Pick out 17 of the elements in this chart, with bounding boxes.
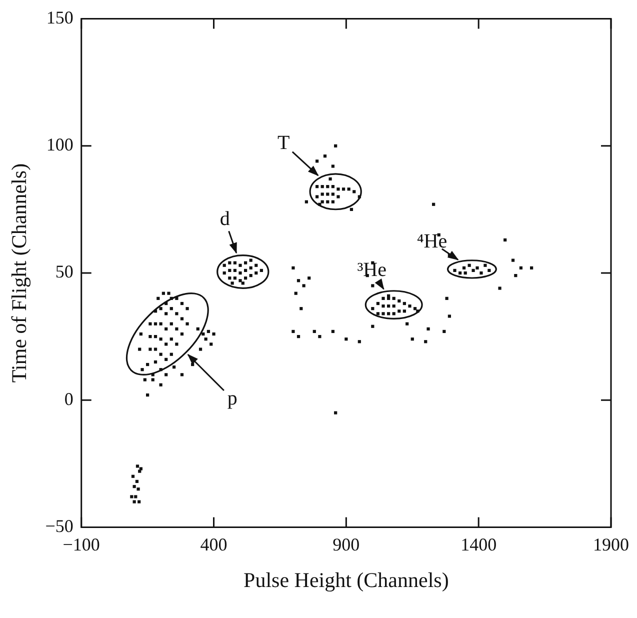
annotation: d <box>220 208 230 230</box>
annotation: T <box>277 132 290 154</box>
x-tick-label: −100 <box>62 534 100 555</box>
x-axis-title: Pulse Height (Channels) <box>244 568 449 592</box>
annotation: ⁴He <box>416 230 448 252</box>
y-axis-title: Time of Flight (Channels) <box>7 163 32 383</box>
y-tick-label: 0 <box>64 388 74 409</box>
x-tick-label: 1400 <box>460 534 497 555</box>
annotation: ³He <box>357 259 387 282</box>
x-tick-label: 1900 <box>593 534 629 555</box>
y-tick-label: 150 <box>46 8 74 28</box>
annotation: p <box>227 387 238 410</box>
x-tick-label: 900 <box>332 534 360 555</box>
y-tick-label: −50 <box>45 516 74 536</box>
y-tick-label: 100 <box>46 134 74 155</box>
x-tick-label: 400 <box>200 534 228 555</box>
y-tick-label: 50 <box>55 262 74 282</box>
